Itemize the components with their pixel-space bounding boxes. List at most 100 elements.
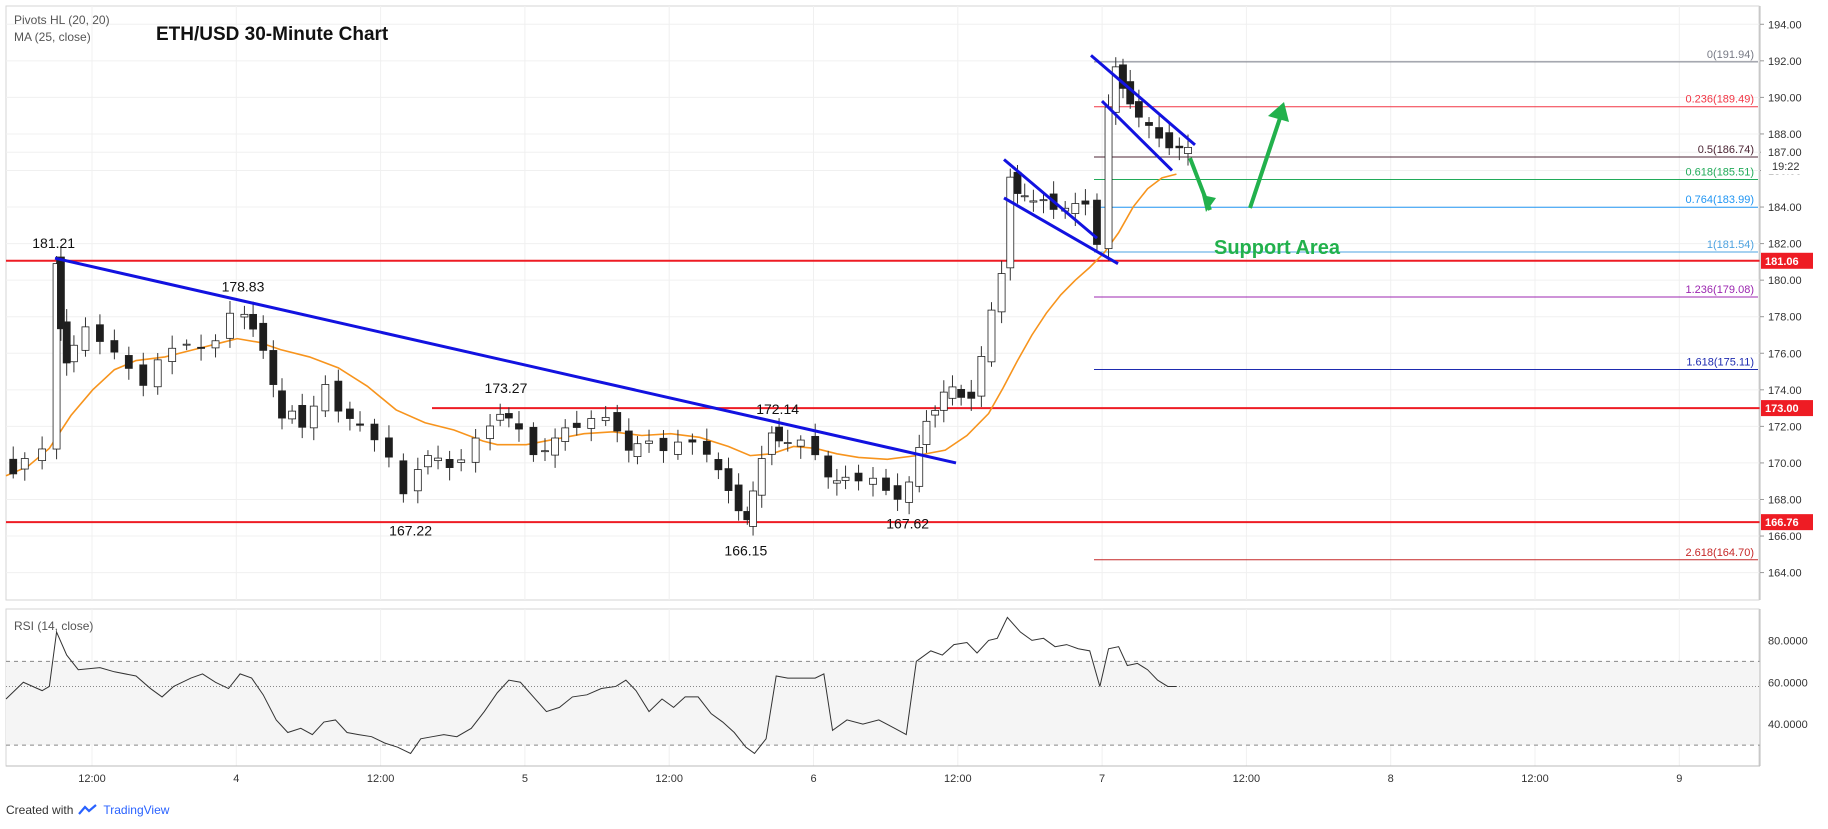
time-tick-label: 5 <box>522 773 528 785</box>
candle-body <box>922 420 931 445</box>
candle-body <box>1155 127 1164 139</box>
footer-credit[interactable]: Created with TradingView <box>6 803 169 817</box>
arrow-up-line <box>1248 117 1282 209</box>
candle-body <box>496 413 505 421</box>
candle-body <box>967 391 976 399</box>
time-tick-label: 6 <box>810 773 816 785</box>
candle-body <box>977 356 986 397</box>
fib-level-label: 1.618(175.11) <box>1686 357 1754 369</box>
candle-body <box>298 404 307 428</box>
candle-body <box>659 437 668 452</box>
candle-body <box>714 459 723 471</box>
candle-body <box>1029 200 1038 203</box>
candle-body <box>1104 106 1113 250</box>
candle-body <box>767 432 776 455</box>
price-level-tag <box>1761 400 1813 417</box>
price-tick-label: 190.00 <box>1768 92 1802 104</box>
rsi-line <box>5 616 1177 755</box>
pivot-label: 173.27 <box>485 380 528 396</box>
candle-body <box>399 460 408 495</box>
price-level-tag-label: 173.00 <box>1765 403 1799 415</box>
time-tick-label: 7 <box>1099 773 1105 785</box>
price-level-tag <box>1761 514 1813 531</box>
arrow-down-head <box>1202 195 1216 212</box>
candle-body <box>915 447 924 487</box>
fib-level-label: 0(191.94) <box>1707 49 1754 61</box>
candle-body <box>541 450 549 453</box>
candle-body <box>370 423 379 441</box>
flag-lower-line <box>1003 196 1119 266</box>
candle-body <box>757 458 766 496</box>
fib-level-label: 0.764(183.99) <box>1686 194 1755 206</box>
candle-body <box>529 426 538 456</box>
candle-body <box>1081 200 1090 205</box>
rsi-tick-label: 60.0000 <box>1768 677 1808 689</box>
price-tick-label: 172.00 <box>1768 421 1802 433</box>
candle-body <box>81 326 90 351</box>
rsi-tick-label: 80.0000 <box>1768 635 1808 647</box>
indicator-label-pivots[interactable]: Pivots HL (20, 20) <box>14 13 110 27</box>
candle-body <box>841 476 850 481</box>
candle-body <box>775 426 783 442</box>
candle-body <box>1119 64 1127 89</box>
fib-level-label: 0.618(185.51) <box>1686 166 1755 178</box>
rsi-axis[interactable]: 80.0000 60.0000 40.0000 <box>1759 609 1808 766</box>
candle-body <box>1165 132 1174 149</box>
trend-lines <box>54 54 1196 465</box>
pivot-labels: 181.21 178.83 167.22 173.27 166.15 172.14 167.… <box>32 235 929 558</box>
candle-body <box>551 437 559 456</box>
candle-body <box>96 324 104 342</box>
candle-body <box>309 405 318 429</box>
footer-brand[interactable]: TradingView <box>103 803 170 817</box>
candle-body <box>905 481 914 503</box>
indicator-label-ma[interactable]: MA (25, close) <box>14 30 91 44</box>
candle-body <box>987 309 996 363</box>
candle-body <box>278 390 286 419</box>
support-area-label: Support Area <box>1214 237 1341 259</box>
candle-body <box>1093 199 1101 245</box>
rsi-indicator-label[interactable]: RSI (14, close) <box>14 619 93 633</box>
candle-body <box>153 359 162 388</box>
candle-body <box>197 346 205 349</box>
candle-body <box>893 485 902 500</box>
pennant-upper-line <box>1090 54 1196 147</box>
time-axis[interactable]: 12:00 4 12:00 5 12:00 6 12:00 7 12:00 8 12:00 9 <box>6 765 1760 785</box>
time-tick-label: 12:00 <box>367 773 395 785</box>
candle-body <box>504 413 513 419</box>
candle-body <box>57 256 65 330</box>
candle-body <box>471 437 480 463</box>
candle-body <box>346 408 354 419</box>
price-tick-label: 164.00 <box>1768 568 1802 580</box>
candle-body <box>1134 101 1143 118</box>
candle-body <box>434 457 442 462</box>
candle-body <box>182 343 191 346</box>
flag-upper-line <box>1003 158 1098 240</box>
candle-body <box>702 440 711 455</box>
time-tick-label: 12:00 <box>944 773 972 785</box>
candle-body <box>259 322 268 351</box>
candle-body <box>413 469 422 492</box>
pivot-label: 178.83 <box>222 279 265 295</box>
price-tick-label: 176.00 <box>1768 348 1802 360</box>
candle-body <box>38 448 47 462</box>
candle-body <box>52 263 61 450</box>
candle-body <box>997 273 1006 313</box>
fib-level-label: 0.5(186.74) <box>1698 144 1754 156</box>
footer-prefix: Created with <box>6 803 74 817</box>
pivot-label: 167.62 <box>886 515 929 531</box>
fib-level-label: 1.236(179.08) <box>1686 284 1755 296</box>
current-price-tag <box>1761 144 1813 175</box>
current-price-label: 187.00 <box>1768 147 1802 159</box>
candle-body <box>882 477 890 491</box>
arrow-up-head <box>1268 102 1289 122</box>
price-axis[interactable]: 194.00192.00190.00188.00187.00186.00184.… <box>1759 6 1813 600</box>
candle-body <box>240 313 249 318</box>
price-tick-label: 188.00 <box>1768 129 1802 141</box>
main-pane-bg <box>5 5 1760 601</box>
price-level-tag-label: 166.76 <box>1765 517 1799 529</box>
candle-body <box>601 416 610 422</box>
horizontal-levels: 181.06 173.00 166.76 <box>6 252 1813 531</box>
current-time-label: 19:22 <box>1772 161 1800 173</box>
forecast-arrows <box>1188 102 1289 212</box>
